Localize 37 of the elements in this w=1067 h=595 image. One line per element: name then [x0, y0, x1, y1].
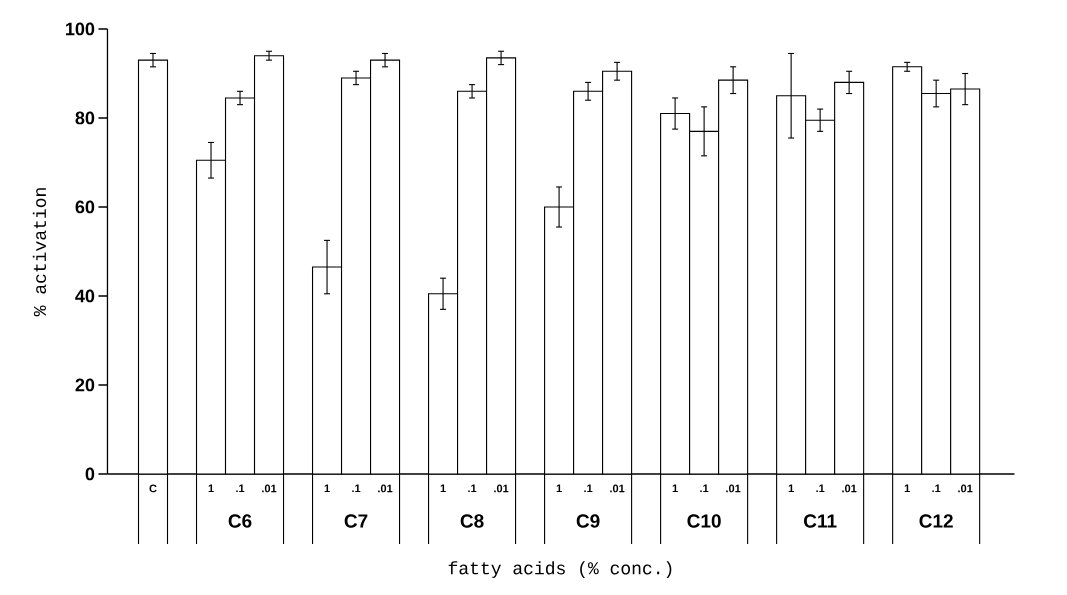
annotation: C7: [344, 514, 368, 528]
x-tick-label: 1: [904, 484, 910, 493]
x-tick-label: .01: [726, 484, 741, 493]
y-tick-label: 60: [75, 200, 95, 214]
annotation: C6: [228, 514, 252, 528]
annotation: C9: [576, 514, 600, 528]
x-tick-label: .1: [236, 484, 245, 493]
y-tick-label: 20: [75, 378, 95, 392]
x-tick-label: .01: [842, 484, 857, 493]
x-tick-label: 1: [788, 484, 794, 493]
x-tick-label: 1: [440, 484, 446, 493]
x-tick-label: .01: [610, 484, 625, 493]
x-axis-title: fatty acids (% conc.): [448, 561, 672, 578]
x-tick-label: .1: [816, 484, 825, 493]
x-tick-label: 1: [672, 484, 678, 493]
x-tick-label: 1: [556, 484, 562, 493]
x-tick-label: .1: [352, 484, 361, 493]
y-axis-title: % activation: [32, 188, 47, 317]
annotation: C12: [919, 514, 953, 528]
x-tick-label: 1: [324, 484, 330, 493]
x-tick-label: .01: [494, 484, 509, 493]
annotation: C8: [460, 514, 484, 528]
annotation: C10: [687, 514, 721, 528]
x-tick-label: 1: [208, 484, 214, 493]
x-tick-label: .1: [468, 484, 477, 493]
x-tick-label: .01: [958, 484, 973, 493]
y-tick-label: 100: [66, 22, 95, 36]
y-tick-label: 80: [75, 111, 95, 125]
x-tick-label: .01: [262, 484, 277, 493]
x-tick-label: C: [149, 484, 157, 493]
y-tick-label: 40: [75, 289, 95, 303]
x-tick-label: .1: [932, 484, 941, 493]
x-tick-label: .01: [378, 484, 393, 493]
x-tick-label: .1: [584, 484, 593, 493]
annotation: C11: [804, 514, 837, 528]
x-tick-label: .1: [700, 484, 709, 493]
y-tick-label: 0: [85, 467, 95, 481]
